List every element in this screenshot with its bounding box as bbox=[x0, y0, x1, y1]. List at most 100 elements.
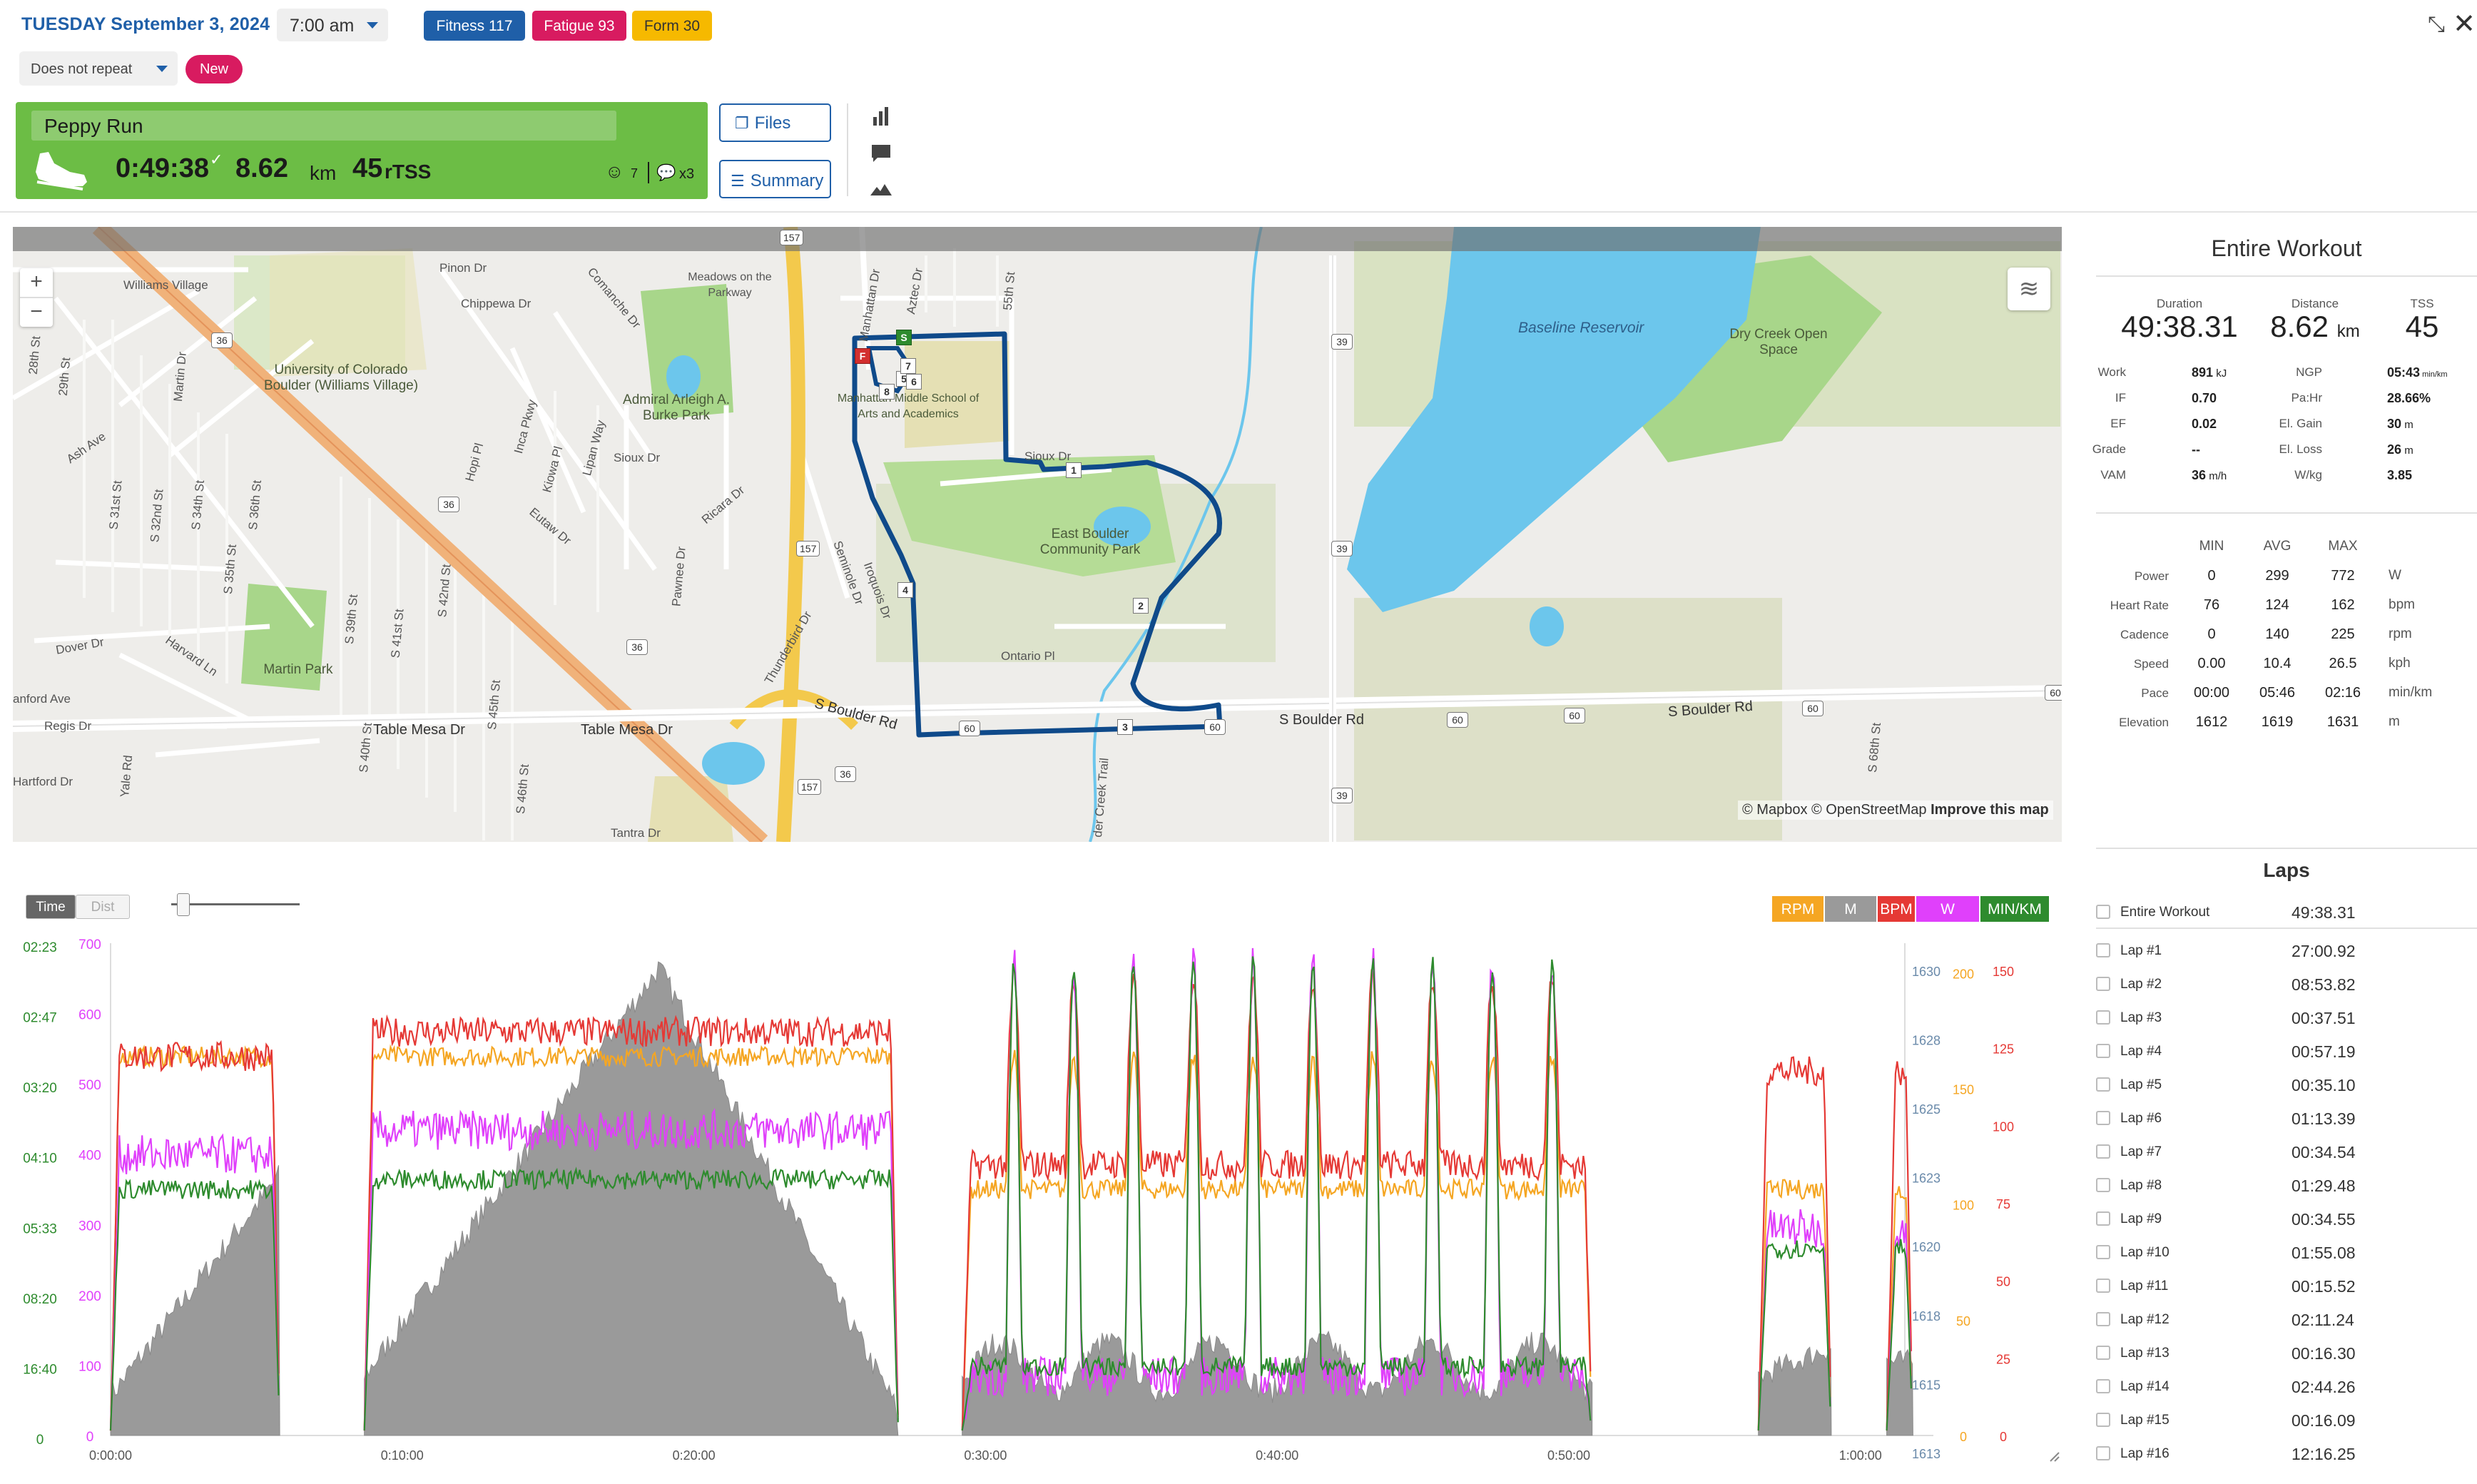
distance-toggle[interactable]: Dist bbox=[76, 895, 130, 919]
lap-checkbox[interactable] bbox=[2096, 1010, 2110, 1025]
lap-marker[interactable]: 8 bbox=[879, 384, 895, 400]
time-toggle[interactable]: Time bbox=[26, 895, 76, 919]
lap-checkbox[interactable] bbox=[2096, 1211, 2110, 1226]
repeat-select[interactable]: Does not repeat bbox=[19, 51, 178, 86]
stat-label: NGP bbox=[2296, 365, 2322, 379]
bar-chart-icon[interactable] bbox=[870, 106, 892, 127]
lap-marker[interactable]: 4 bbox=[897, 582, 913, 598]
workout-chart[interactable]: 02:23 02:47 03:20 04:10 05:33 08:20 16:40 0 700 6… bbox=[0, 928, 2069, 1470]
legend-bpm[interactable]: BPM bbox=[1878, 896, 1915, 922]
lap-row[interactable]: Lap #7 00:34.54 bbox=[2096, 1136, 2477, 1169]
lap-row-entire[interactable]: Entire Workout 49:38.31 bbox=[2096, 896, 2477, 929]
lap-row[interactable]: Lap #6 01:13.39 bbox=[2096, 1102, 2477, 1135]
highway-shield: 60 bbox=[1447, 712, 1468, 728]
series-line-w bbox=[363, 1108, 899, 1431]
lap-checkbox[interactable] bbox=[2096, 1413, 2110, 1427]
lap-name: Lap #8 bbox=[2120, 1178, 2162, 1193]
lap-checkbox[interactable] bbox=[2096, 1279, 2110, 1293]
legend-w[interactable]: W bbox=[1916, 896, 1979, 922]
lap-marker[interactable]: F bbox=[855, 348, 870, 364]
highway-shield: 60 bbox=[959, 721, 980, 736]
layers-button[interactable]: ≋ bbox=[2008, 268, 2050, 310]
lap-time: 00:34.54 bbox=[2292, 1143, 2356, 1162]
lap-row[interactable]: Lap #9 00:34.55 bbox=[2096, 1203, 2477, 1236]
lap-checkbox[interactable] bbox=[2096, 1144, 2110, 1159]
series-line-bpm bbox=[961, 969, 1592, 1431]
legend-m[interactable]: M bbox=[1825, 896, 1876, 922]
lap-checkbox[interactable] bbox=[2096, 943, 2110, 957]
toolbar-divider bbox=[847, 103, 848, 196]
minmax-min: 1612 bbox=[2195, 714, 2228, 730]
lap-checkbox[interactable] bbox=[2096, 1379, 2110, 1393]
lap-name: Lap #11 bbox=[2120, 1279, 2169, 1294]
zoom-in-button[interactable]: + bbox=[30, 270, 43, 293]
lap-marker[interactable]: 7 bbox=[900, 358, 916, 374]
lap-marker[interactable]: 6 bbox=[906, 374, 922, 390]
lap-checkbox[interactable] bbox=[2096, 1446, 2110, 1460]
lap-name: Lap #9 bbox=[2120, 1211, 2162, 1226]
workout-title[interactable]: Peppy Run bbox=[31, 111, 616, 141]
lap-checkbox[interactable] bbox=[2096, 1312, 2110, 1326]
x-tick-label: 0:40:00 bbox=[1256, 1448, 1298, 1463]
completed-check-icon: ✓ bbox=[210, 151, 223, 168]
lap-checkbox[interactable] bbox=[2096, 1044, 2110, 1058]
lap-row[interactable]: Lap #1 27:00.92 bbox=[2096, 935, 2477, 967]
smoothing-slider-track[interactable] bbox=[171, 903, 300, 905]
resize-icon[interactable] bbox=[2050, 1452, 2060, 1462]
elevation-area bbox=[962, 1330, 1593, 1436]
lap-row[interactable]: Lap #11 00:15.52 bbox=[2096, 1270, 2477, 1303]
lap-name: Entire Workout bbox=[2120, 905, 2210, 920]
summary-label: Summary bbox=[750, 171, 824, 190]
map-canvas[interactable] bbox=[13, 227, 2062, 842]
smile-icon: ☺ bbox=[605, 161, 624, 182]
lap-checkbox[interactable] bbox=[2096, 1111, 2110, 1125]
lap-marker[interactable]: 1 bbox=[1066, 462, 1082, 478]
heart-rate-axis-label: 100 bbox=[1993, 1119, 2014, 1134]
collapse-icon[interactable]: ⤡ bbox=[2428, 13, 2445, 36]
improve-map-link[interactable]: Improve this map bbox=[1931, 802, 2049, 818]
highway-shield: 36 bbox=[211, 332, 233, 348]
legend-rpm[interactable]: RPM bbox=[1772, 896, 1824, 922]
lap-marker[interactable]: 3 bbox=[1117, 719, 1133, 735]
highway-shield: 60 bbox=[1204, 719, 1226, 735]
series-line-min-km bbox=[363, 1167, 899, 1431]
lap-row[interactable]: Lap #15 00:16.09 bbox=[2096, 1404, 2477, 1437]
lap-name: Lap #14 bbox=[2120, 1379, 2170, 1394]
files-button[interactable]: ❐ Files bbox=[719, 103, 831, 142]
zoom-out-button[interactable]: − bbox=[30, 300, 43, 323]
lap-marker[interactable]: S bbox=[896, 330, 912, 345]
summary-button[interactable]: ☰ Summary bbox=[719, 160, 831, 198]
mountain-icon[interactable] bbox=[870, 178, 892, 200]
legend-min-km[interactable]: MIN/KM bbox=[1980, 896, 2049, 922]
new-button[interactable]: New bbox=[185, 55, 243, 83]
lap-row[interactable]: Lap #10 01:55.08 bbox=[2096, 1236, 2477, 1269]
smoothing-slider-handle[interactable] bbox=[177, 893, 190, 916]
lap-row[interactable]: Lap #12 02:11.24 bbox=[2096, 1303, 2477, 1336]
lap-row[interactable]: Lap #14 02:44.26 bbox=[2096, 1371, 2477, 1403]
lap-checkbox[interactable] bbox=[2096, 1245, 2110, 1259]
lap-checkbox[interactable] bbox=[2096, 1346, 2110, 1360]
lap-row[interactable]: Lap #2 08:53.82 bbox=[2096, 968, 2477, 1001]
time-select[interactable]: 7:00 am bbox=[277, 9, 388, 41]
minmax-max: 162 bbox=[2331, 597, 2355, 613]
lap-time: 08:53.82 bbox=[2292, 975, 2356, 994]
close-icon[interactable]: ✕ bbox=[2453, 9, 2476, 39]
time-value: 7:00 am bbox=[290, 16, 355, 36]
lap-row[interactable]: Lap #3 00:37.51 bbox=[2096, 1002, 2477, 1035]
files-icon: ❐ bbox=[735, 114, 749, 132]
lap-row[interactable]: Lap #4 00:57.19 bbox=[2096, 1035, 2477, 1068]
lap-checkbox[interactable] bbox=[2096, 1178, 2110, 1192]
lap-name: Lap #12 bbox=[2120, 1312, 2170, 1327]
route-map[interactable]: Williams Village Pinon Dr Chippewa Dr Co… bbox=[13, 227, 2062, 842]
lap-marker[interactable]: 2 bbox=[1133, 598, 1149, 614]
lap-checkbox[interactable] bbox=[2096, 1077, 2110, 1092]
lap-checkbox[interactable] bbox=[2096, 977, 2110, 991]
highway-shield: 36 bbox=[626, 639, 648, 655]
lap-row[interactable]: Lap #8 01:29.48 bbox=[2096, 1169, 2477, 1202]
lap-row[interactable]: Lap #16 12:16.25 bbox=[2096, 1438, 2477, 1470]
lap-row[interactable]: Lap #5 00:35.10 bbox=[2096, 1069, 2477, 1102]
lap-row[interactable]: Lap #13 00:16.30 bbox=[2096, 1337, 2477, 1370]
lap-checkbox[interactable] bbox=[2096, 905, 2110, 919]
x-tick-label: 0:00:00 bbox=[89, 1448, 132, 1463]
comment-icon[interactable] bbox=[870, 143, 892, 164]
